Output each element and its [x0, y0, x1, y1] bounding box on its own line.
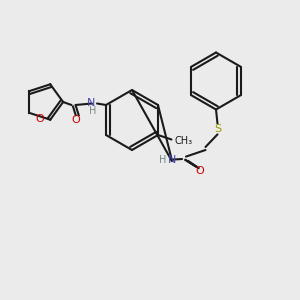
- Text: H: H: [159, 154, 166, 165]
- Text: N: N: [87, 98, 95, 109]
- Text: CH₃: CH₃: [175, 136, 193, 146]
- Text: H: H: [89, 106, 97, 116]
- Text: N: N: [168, 154, 176, 165]
- Text: O: O: [195, 166, 204, 176]
- Text: O: O: [72, 115, 80, 125]
- Text: O: O: [35, 114, 44, 124]
- Text: S: S: [214, 124, 221, 134]
